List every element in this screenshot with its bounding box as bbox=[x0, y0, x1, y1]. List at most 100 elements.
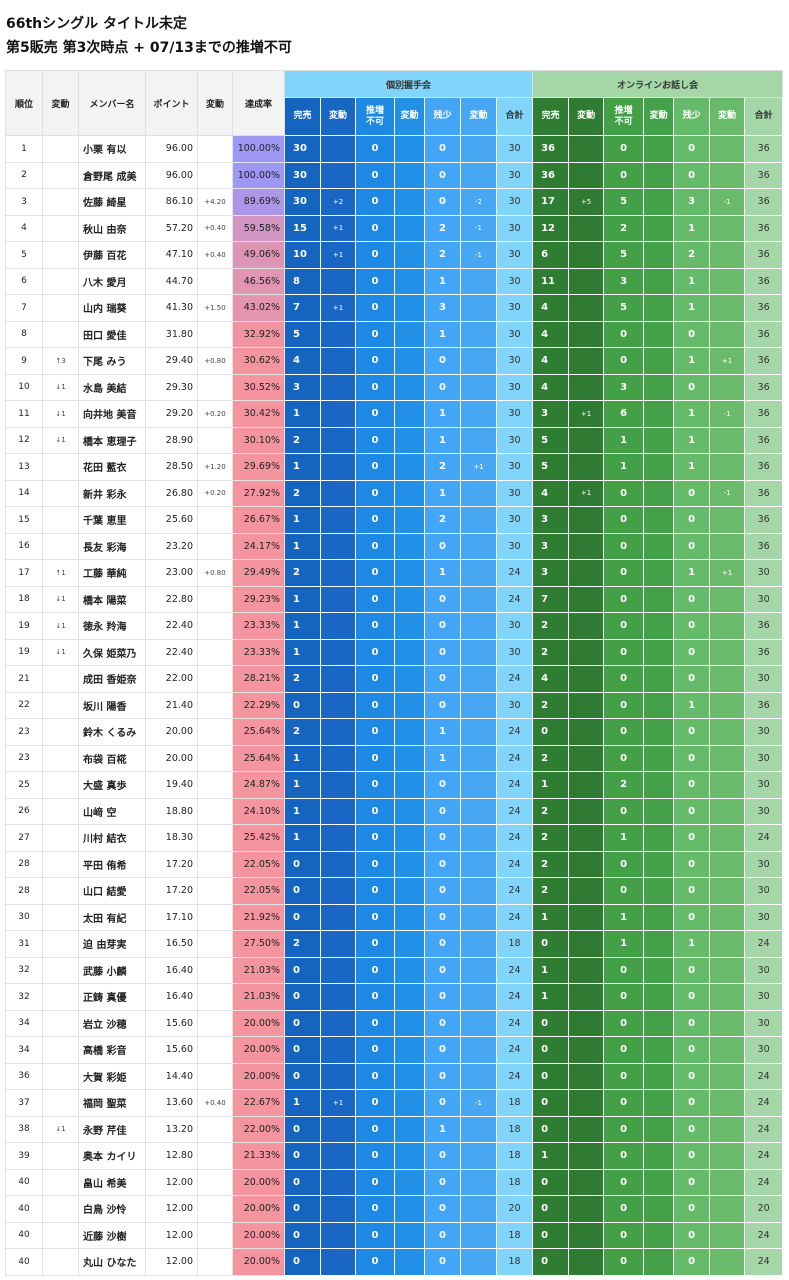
header-online-sold-out[interactable]: 完売 bbox=[532, 97, 570, 136]
online-few-left-cell: 0 bbox=[673, 877, 711, 905]
rank-cell: 27 bbox=[5, 824, 43, 852]
table-row[interactable]: 40 丸山 ひなた 12.00 20.00% 0 0 0 18 0 0 0 24 bbox=[5, 1248, 784, 1276]
table-row[interactable]: 14 新井 彩永 26.80 +0.20 27.92% 2 0 1 30 4 +1 0 0 -1 36 bbox=[5, 479, 784, 507]
table-row[interactable]: 16 長友 彩海 23.20 24.17% 1 0 0 30 3 0 0 36 bbox=[5, 532, 784, 560]
table-row[interactable]: 23 鈴木 くるみ 20.00 25.64% 2 0 1 24 0 0 0 30 bbox=[5, 718, 784, 746]
online-no-extra-cell: 0 bbox=[603, 744, 645, 772]
table-row[interactable]: 5 伊藤 百花 47.10 +0.40 49.06% 10 +1 0 2 -1 30 6 5 2 36 bbox=[5, 241, 784, 269]
handshake-change-cell bbox=[394, 850, 425, 878]
table-row[interactable]: 34 高橋 彩音 15.60 20.00% 0 0 0 24 0 0 0 30 bbox=[5, 1036, 784, 1064]
handshake-change-cell bbox=[320, 267, 356, 295]
online-change-cell bbox=[568, 294, 605, 322]
member-name-cell: 下尾 みう bbox=[78, 347, 146, 375]
table-row[interactable]: 17 ↑1 工藤 華純 23.00 +0.80 29.49% 2 0 1 24 3 0 1 +1 30 bbox=[5, 559, 784, 587]
header-online-few-left[interactable]: 残少 bbox=[673, 97, 711, 136]
table-row[interactable]: 1 小栗 有以 96.00 100.00% 30 0 0 30 36 0 0 36 bbox=[5, 135, 784, 163]
table-row[interactable]: 10 ↓1 水島 美結 29.30 30.52% 3 0 0 30 4 3 0 36 bbox=[5, 373, 784, 401]
handshake-change-cell: +1 bbox=[320, 294, 356, 322]
points-change-cell bbox=[197, 532, 233, 560]
table-row[interactable]: 4 秋山 由奈 57.20 +0.40 59.58% 15 +1 0 2 -1 30 12 2 1 36 bbox=[5, 214, 784, 242]
table-row[interactable]: 25 大盛 真歩 19.40 24.87% 1 0 0 24 1 2 0 30 bbox=[5, 771, 784, 799]
table-row[interactable]: 38 ↓1 永野 芹佳 13.20 22.00% 0 0 1 18 0 0 0 24 bbox=[5, 1115, 784, 1143]
online-change-cell bbox=[709, 877, 746, 905]
table-row[interactable]: 21 成田 香姫奈 22.00 28.21% 2 0 0 24 4 0 0 30 bbox=[5, 665, 784, 693]
table-row[interactable]: 15 千葉 恵里 25.60 26.67% 1 0 2 30 3 0 0 36 bbox=[5, 506, 784, 534]
table-row[interactable]: 30 太田 有紀 17.10 21.92% 0 0 0 24 1 1 0 30 bbox=[5, 903, 784, 931]
handshake-few-left-cell: 0 bbox=[424, 797, 461, 825]
table-row[interactable]: 7 山内 瑞葵 41.30 +1.50 43.02% 7 +1 0 3 30 4 5 1 36 bbox=[5, 294, 784, 322]
handshake-no-extra-cell: 0 bbox=[355, 320, 395, 348]
header-online-no-extra[interactable]: 推増 不可 bbox=[603, 97, 645, 136]
header-achievement-rate[interactable]: 達成率 bbox=[232, 70, 285, 136]
table-row[interactable]: 39 奥本 カイリ 12.80 21.33% 0 0 0 18 1 0 0 24 bbox=[5, 1142, 784, 1170]
handshake-few-left-cell: 1 bbox=[424, 479, 461, 507]
header-member-name[interactable]: メンバー名 bbox=[78, 70, 146, 136]
header-handshake-change[interactable]: 変動 bbox=[320, 97, 356, 136]
handshake-no-extra-cell: 0 bbox=[355, 267, 395, 295]
table-row[interactable]: 11 ↓1 向井地 美音 29.20 +0.20 30.42% 1 0 1 30 3 +1 6 1 -1 36 bbox=[5, 400, 784, 428]
table-row[interactable]: 28 山口 結愛 17.20 22.05% 0 0 0 24 2 0 0 30 bbox=[5, 877, 784, 905]
header-rank-change[interactable]: 変動 bbox=[42, 70, 79, 136]
table-row[interactable]: 40 白鳥 沙怜 12.00 20.00% 0 0 0 20 0 0 0 20 bbox=[5, 1195, 784, 1223]
points-change-cell bbox=[197, 1115, 233, 1143]
table-row[interactable]: 8 田口 愛佳 31.80 32.92% 5 0 1 30 4 0 0 36 bbox=[5, 320, 784, 348]
table-row[interactable]: 28 平田 侑希 17.20 22.05% 0 0 0 24 2 0 0 30 bbox=[5, 850, 784, 878]
table-row[interactable]: 27 川村 結衣 18.30 25.42% 1 0 0 24 2 1 0 24 bbox=[5, 824, 784, 852]
rank-cell: 28 bbox=[5, 850, 43, 878]
handshake-sold-out-cell: 0 bbox=[284, 1195, 321, 1223]
points-change-cell bbox=[197, 1009, 233, 1037]
header-handshake-change[interactable]: 変動 bbox=[394, 97, 425, 136]
online-change-cell: +1 bbox=[568, 479, 605, 507]
table-row[interactable]: 22 坂川 陽香 21.40 22.29% 0 0 0 30 2 0 1 36 bbox=[5, 691, 784, 719]
header-handshake-no-extra[interactable]: 推増 不可 bbox=[355, 97, 395, 136]
handshake-few-left-cell: 1 bbox=[424, 267, 461, 295]
online-sold-out-cell: 0 bbox=[532, 1195, 570, 1223]
handshake-total-cell: 30 bbox=[495, 214, 534, 242]
header-handshake-change[interactable]: 変動 bbox=[460, 97, 497, 136]
table-row[interactable]: 34 岩立 沙穂 15.60 20.00% 0 0 0 24 0 0 0 30 bbox=[5, 1009, 784, 1037]
table-row[interactable]: 19 ↓1 久保 姫菜乃 22.40 23.33% 1 0 0 30 2 0 0 36 bbox=[5, 638, 784, 666]
table-row[interactable]: 40 畠山 希美 12.00 20.00% 0 0 0 18 0 0 0 24 bbox=[5, 1168, 784, 1196]
table-row[interactable]: 2 倉野尾 成美 96.00 100.00% 30 0 0 30 36 0 0 36 bbox=[5, 161, 784, 189]
table-row[interactable]: 13 花田 藍衣 28.50 +1.20 29.69% 1 0 2 +1 30 5 1 1 36 bbox=[5, 453, 784, 481]
table-row[interactable]: 23 布袋 百椛 20.00 25.64% 1 0 1 24 2 0 0 30 bbox=[5, 744, 784, 772]
header-handshake-sold-out[interactable]: 完売 bbox=[284, 97, 321, 136]
header-online-change[interactable]: 変動 bbox=[643, 97, 675, 136]
handshake-no-extra-cell: 0 bbox=[355, 638, 395, 666]
rank-change-cell: ↑1 bbox=[42, 559, 79, 587]
points-cell: 29.40 bbox=[145, 347, 198, 375]
table-row[interactable]: 19 ↓1 徳永 羚海 22.40 23.33% 1 0 0 30 2 0 0 36 bbox=[5, 612, 784, 640]
table-row[interactable]: 32 正鋳 真優 16.40 21.03% 0 0 0 24 1 0 0 30 bbox=[5, 983, 784, 1011]
achievement-rate-cell: 32.92% bbox=[232, 320, 285, 348]
table-row[interactable]: 31 迫 由芽実 16.50 27.50% 2 0 0 18 0 1 1 24 bbox=[5, 930, 784, 958]
header-points[interactable]: ポイント bbox=[145, 70, 198, 136]
table-row[interactable]: 37 福岡 聖菜 13.60 +0.40 22.67% 1 +1 0 0 -1 18 0 0 0 24 bbox=[5, 1089, 784, 1117]
handshake-few-left-cell: 1 bbox=[424, 320, 461, 348]
table-row[interactable]: 36 大賀 彩姫 14.40 20.00% 0 0 0 24 0 0 0 24 bbox=[5, 1062, 784, 1090]
header-online-total[interactable]: 合計 bbox=[744, 97, 784, 136]
header-online-change[interactable]: 変動 bbox=[568, 97, 605, 136]
header-online-change[interactable]: 変動 bbox=[709, 97, 746, 136]
table-row[interactable]: 40 近藤 沙樹 12.00 20.00% 0 0 0 18 0 0 0 24 bbox=[5, 1221, 784, 1249]
handshake-no-extra-cell: 0 bbox=[355, 135, 395, 163]
table-row[interactable]: 26 山﨑 空 18.80 24.10% 1 0 0 24 2 0 0 30 bbox=[5, 797, 784, 825]
table-row[interactable]: 6 八木 愛月 44.70 46.56% 8 0 1 30 11 3 1 36 bbox=[5, 267, 784, 295]
header-handshake-total[interactable]: 合計 bbox=[495, 97, 534, 136]
rank-change-cell bbox=[42, 267, 79, 295]
header-points-change[interactable]: 変動 bbox=[197, 70, 233, 136]
table-row[interactable]: 18 ↓1 橋本 陽菜 22.80 29.23% 1 0 0 24 7 0 0 30 bbox=[5, 585, 784, 613]
table-row[interactable]: 32 武藤 小麟 16.40 21.03% 0 0 0 24 1 0 0 30 bbox=[5, 956, 784, 984]
points-change-cell bbox=[197, 665, 233, 693]
online-total-cell: 30 bbox=[744, 665, 784, 693]
online-change-cell bbox=[643, 1142, 675, 1170]
online-change-cell bbox=[709, 1115, 746, 1143]
rank-change-cell bbox=[42, 188, 79, 216]
header-handshake-few-left[interactable]: 残少 bbox=[424, 97, 461, 136]
table-row[interactable]: 12 ↓1 橋本 恵理子 28.90 30.10% 2 0 1 30 5 1 1 36 bbox=[5, 426, 784, 454]
header-rank[interactable]: 順位 bbox=[5, 70, 43, 136]
handshake-change-cell bbox=[320, 612, 356, 640]
table-row[interactable]: 3 佐藤 綺星 86.10 +4.20 89.69% 30 +2 0 0 -2 30 17 +5 5 3 -1… bbox=[5, 188, 784, 216]
table-row[interactable]: 9 ↑3 下尾 みう 29.40 +0.80 30.62% 4 0 0 30 4 0 1 +1 36 bbox=[5, 347, 784, 375]
handshake-change-cell bbox=[394, 797, 425, 825]
points-cell: 18.80 bbox=[145, 797, 198, 825]
